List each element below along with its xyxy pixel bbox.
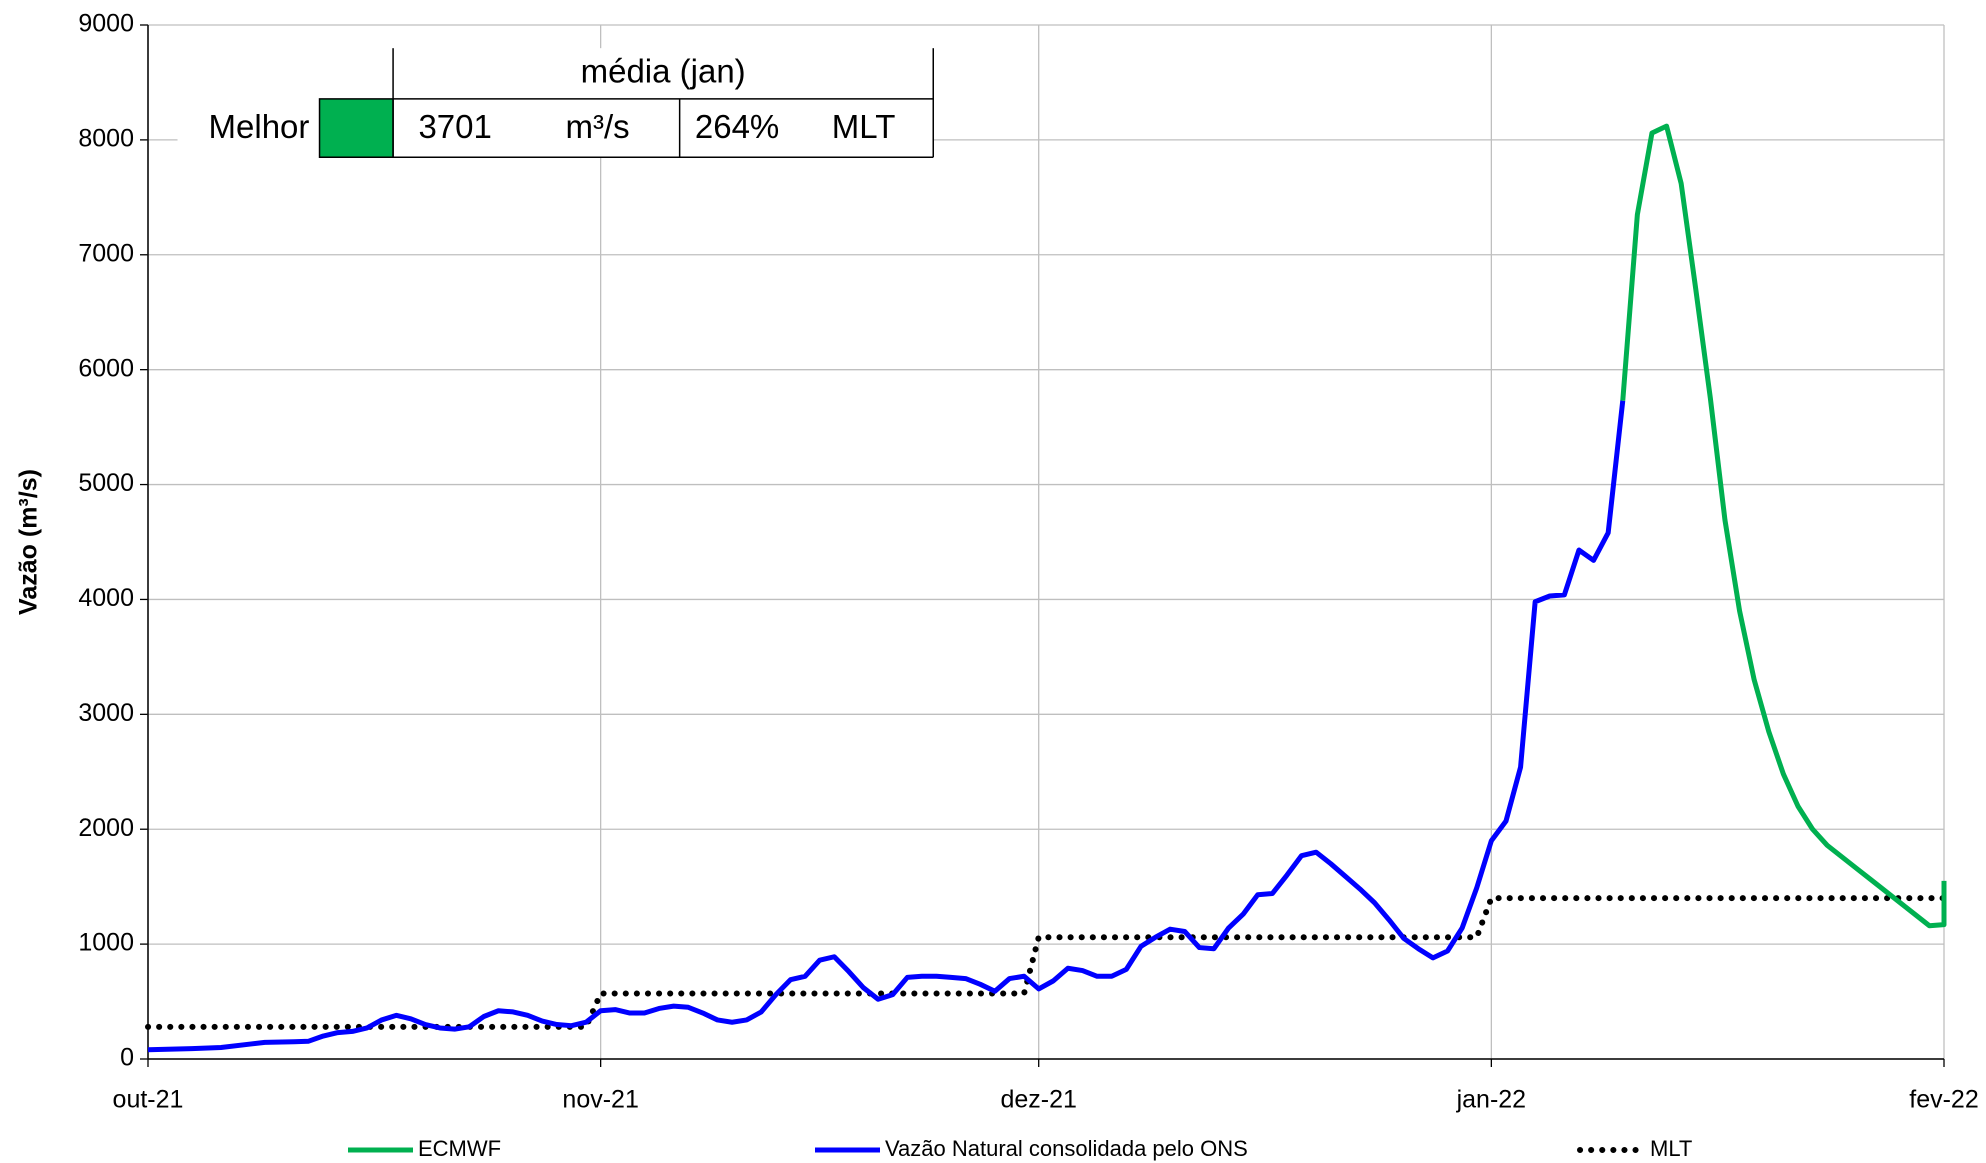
y-tick-label: 6000 <box>78 354 134 382</box>
series-line <box>145 895 1947 1030</box>
y-tick-label: 8000 <box>78 124 134 152</box>
inset-cell: m³/s <box>566 108 630 145</box>
x-tick-label: nov-21 <box>562 1086 638 1114</box>
inset-bg <box>177 48 934 158</box>
inset-swatch <box>318 98 394 158</box>
y-tick-label: 4000 <box>78 584 134 612</box>
inset-cell: 264% <box>695 108 779 145</box>
inset-table: média (jan) Melhor 3701 m³/s 264% MLT <box>177 48 934 158</box>
inset-title: média (jan) <box>581 52 746 89</box>
x-tick-label: dez-21 <box>1000 1086 1076 1114</box>
legend-label: Vazão Natural consolidada pelo ONS <box>885 1136 1248 1161</box>
x-tick-label: fev-22 <box>1909 1086 1978 1114</box>
inset-row-label: Melhor <box>209 108 310 145</box>
inset-cell: MLT <box>832 108 896 145</box>
x-tick-label: jan-22 <box>1456 1086 1527 1114</box>
y-tick-label: 5000 <box>78 469 134 497</box>
y-axis-label: Vazão (m³/s) <box>15 469 43 615</box>
x-tick-label: out-21 <box>113 1086 184 1114</box>
series-line <box>1620 123 1947 929</box>
y-tick-label: 1000 <box>78 929 134 957</box>
y-tick-label: 7000 <box>78 239 134 267</box>
legend-label: MLT <box>1650 1136 1692 1161</box>
y-tick-label: 9000 <box>78 10 134 38</box>
inset-cell: 3701 <box>418 108 491 145</box>
legend-label: ECMWF <box>418 1136 501 1161</box>
y-tick-label: 0 <box>120 1044 134 1072</box>
y-tick-label: 3000 <box>78 699 134 727</box>
y-tick-label: 2000 <box>78 814 134 842</box>
series-line <box>147 400 1626 1053</box>
